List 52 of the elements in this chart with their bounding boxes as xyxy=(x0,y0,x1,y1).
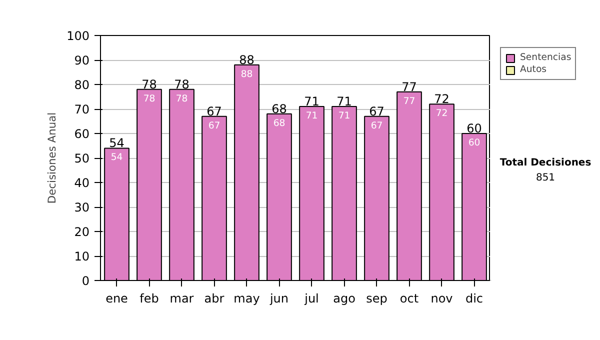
total-label: 71 xyxy=(304,94,320,109)
legend-label: Sentencias xyxy=(520,52,572,63)
data-label: 67 xyxy=(370,120,383,132)
y-tick-label: 50 xyxy=(74,152,90,166)
y-tick-label: 0 xyxy=(82,274,90,288)
data-label: 60 xyxy=(468,138,480,148)
data-label: 77 xyxy=(403,96,416,107)
x-tick-label: may xyxy=(234,292,260,306)
data-label: 54 xyxy=(110,152,123,164)
x-tick-label: dic xyxy=(465,292,484,306)
text: Total Decisiones xyxy=(500,157,592,168)
text: 851 xyxy=(536,172,556,184)
y-tick-label: 60 xyxy=(74,127,90,141)
data-label: 78 xyxy=(143,93,156,104)
total-label: 67 xyxy=(206,104,222,118)
total-label: 54 xyxy=(109,136,124,150)
total-label: 71 xyxy=(336,94,352,109)
x-tick-label: abr xyxy=(204,292,224,306)
total-label: 88 xyxy=(239,52,254,67)
y-tick-label: 30 xyxy=(74,200,90,214)
data-label: 88 xyxy=(240,68,253,80)
data-label: 78 xyxy=(176,93,188,104)
x-tick-label: mar xyxy=(170,292,194,306)
x-tick-label: jul xyxy=(304,292,319,306)
data-label: 71 xyxy=(338,110,350,122)
y-tick-label: 90 xyxy=(74,54,90,68)
y-tick-label: 20 xyxy=(74,225,90,239)
x-tick-label: ene xyxy=(106,292,128,306)
total-label: 60 xyxy=(466,122,482,136)
y-tick-label: 100 xyxy=(66,29,90,43)
x-tick-label: oct xyxy=(400,292,419,306)
y-tick-label: 40 xyxy=(74,176,90,190)
y-axis-title: Decisiones Anual xyxy=(46,112,59,204)
total-label: 67 xyxy=(369,104,384,118)
x-tick-label: nov xyxy=(430,292,453,306)
x-tick-label: feb xyxy=(140,292,159,306)
data-label: 67 xyxy=(208,120,220,132)
legend-label: Autos xyxy=(520,64,547,75)
data-label: 72 xyxy=(436,108,448,120)
y-tick-label: 10 xyxy=(74,250,90,264)
y-tick-label: 80 xyxy=(74,78,90,92)
data-label: 68 xyxy=(273,118,286,129)
data-label: 71 xyxy=(306,110,318,122)
total-label: 77 xyxy=(402,80,417,94)
x-tick-label: jun xyxy=(268,292,289,306)
total-label: 72 xyxy=(434,92,450,106)
x-tick-label: sep xyxy=(366,292,388,306)
total-label: 78 xyxy=(174,77,190,92)
x-tick-label: ago xyxy=(333,292,356,306)
y-tick-label: 70 xyxy=(74,102,90,116)
total-label: 68 xyxy=(272,102,287,116)
total-label: 78 xyxy=(142,77,157,92)
